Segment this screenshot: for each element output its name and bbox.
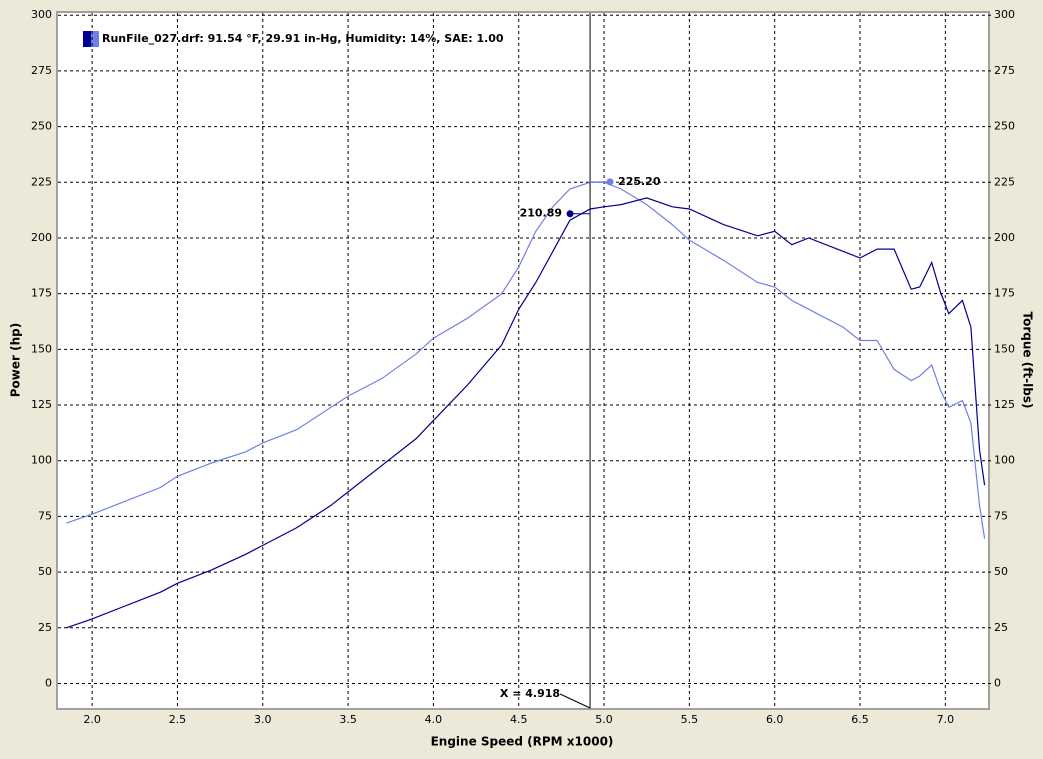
y-tick-label: 125 — [31, 398, 52, 411]
x-tick-label: 4.5 — [510, 713, 528, 726]
y-tick-label: 200 — [31, 231, 52, 244]
readout-label: 210.89 — [520, 207, 562, 220]
y-tick-label: 100 — [31, 454, 52, 467]
cursor-label: X = 4.918 — [500, 687, 560, 700]
y-tick-label: 275 — [31, 64, 52, 77]
y2-tick-label: 25 — [994, 621, 1008, 634]
cursor-leader — [559, 693, 591, 709]
y-tick-label: 75 — [38, 509, 52, 522]
x-tick-label: 2.0 — [83, 713, 101, 726]
y-axis-label: Power (hp) — [9, 323, 23, 397]
y-tick-label: 25 — [38, 621, 52, 634]
y2-axis-label: Torque (ft-lbs) — [1021, 312, 1035, 409]
series-line — [66, 197, 986, 629]
plot-area — [58, 13, 988, 708]
y2-tick-label: 0 — [994, 676, 1001, 689]
x-tick-label: 6.0 — [766, 713, 784, 726]
x-tick-label: 2.5 — [169, 713, 187, 726]
legend-entry: RunFile_027.drf: 91.54 °F, 29.91 in-Hg, … — [102, 32, 504, 45]
y-tick-label: 300 — [31, 8, 52, 21]
y2-tick-label: 200 — [994, 231, 1015, 244]
x-tick-label: 4.0 — [425, 713, 443, 726]
legend-swatch — [83, 31, 91, 47]
y-tick-label: 225 — [31, 175, 52, 188]
x-tick-label: 5.5 — [681, 713, 699, 726]
readout-label: 225.20 — [618, 175, 661, 188]
y-tick-label: 0 — [45, 676, 52, 689]
y-tick-label: 175 — [31, 287, 52, 300]
legend-swatch — [91, 31, 99, 47]
y2-tick-label: 75 — [994, 509, 1008, 522]
y-tick-label: 250 — [31, 120, 52, 133]
y2-tick-label: 225 — [994, 175, 1015, 188]
x-tick-label: 3.5 — [339, 713, 357, 726]
readout-marker — [606, 178, 614, 186]
y2-tick-label: 175 — [994, 287, 1015, 300]
x-tick-label: 7.0 — [937, 713, 955, 726]
y-tick-label: 150 — [31, 342, 52, 355]
x-tick-label: 6.5 — [851, 713, 869, 726]
y2-tick-label: 250 — [994, 120, 1015, 133]
y2-tick-label: 150 — [994, 342, 1015, 355]
y2-tick-label: 100 — [994, 454, 1015, 467]
x-tick-label: 3.0 — [254, 713, 272, 726]
y-tick-label: 50 — [38, 565, 52, 578]
y2-tick-label: 50 — [994, 565, 1008, 578]
readout-marker — [566, 210, 574, 218]
y2-tick-label: 300 — [994, 8, 1015, 21]
series-line — [66, 181, 986, 539]
x-axis-label: Engine Speed (RPM x1000) — [431, 735, 614, 749]
y2-tick-label: 125 — [994, 398, 1015, 411]
x-tick-label: 5.0 — [595, 713, 613, 726]
y2-tick-label: 275 — [994, 64, 1015, 77]
